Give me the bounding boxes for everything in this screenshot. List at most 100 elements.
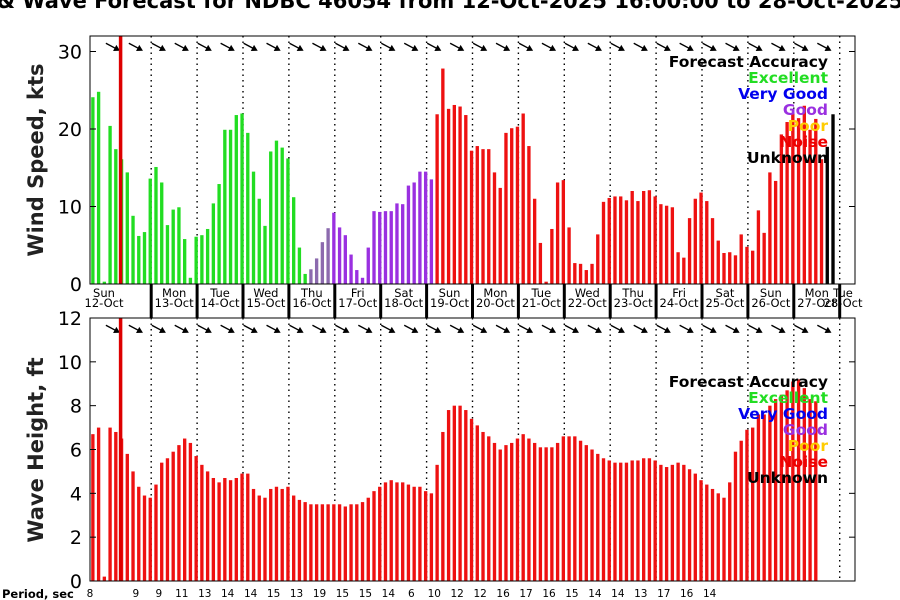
date-label-26-Oct: 26-Oct bbox=[751, 296, 790, 310]
arrow-head-icon bbox=[549, 326, 557, 334]
wind-direction-arrow bbox=[243, 42, 258, 52]
legend-item-very-good: Very Good bbox=[738, 405, 828, 423]
arrow-head-icon bbox=[526, 44, 534, 52]
wave-bar bbox=[337, 504, 342, 581]
wave-direction-arrow bbox=[748, 324, 763, 334]
wind-bar bbox=[544, 281, 548, 284]
wind-bar bbox=[211, 203, 216, 284]
wave-bar bbox=[567, 436, 571, 581]
wave-bar bbox=[389, 480, 393, 581]
wave-bar bbox=[458, 405, 462, 581]
wave-direction-arrow bbox=[105, 324, 121, 334]
wave-bar bbox=[360, 502, 365, 581]
wave-direction-arrow bbox=[449, 324, 465, 334]
wave-bar bbox=[756, 414, 761, 581]
wave-direction-arrow bbox=[495, 324, 511, 334]
wind-bar bbox=[825, 146, 829, 284]
wind-direction-arrow bbox=[220, 42, 235, 52]
wave-direction-arrow bbox=[220, 324, 235, 334]
wave-direction-arrow bbox=[679, 324, 694, 334]
wind-y-label: Wind Speed, kts bbox=[24, 63, 48, 256]
legend-item-noise: Noise bbox=[779, 133, 828, 151]
arrow-head-icon bbox=[732, 44, 740, 52]
day-label-12-Oct: Sun bbox=[93, 286, 115, 300]
wind-bar bbox=[636, 201, 640, 284]
wind-bar bbox=[659, 204, 663, 284]
wind-bar bbox=[200, 235, 204, 284]
wind-bar bbox=[578, 263, 583, 284]
date-label-22-Oct: 22-Oct bbox=[568, 296, 607, 310]
wave-bar bbox=[659, 464, 663, 581]
wind-direction-arrow bbox=[197, 42, 212, 52]
wave-bar bbox=[642, 458, 646, 581]
arrow-head-icon bbox=[503, 326, 511, 334]
wind-bar bbox=[504, 132, 508, 284]
wind-bar bbox=[475, 146, 479, 284]
wind-bar bbox=[699, 192, 703, 284]
day-label-26-Oct: Sun bbox=[760, 286, 782, 300]
period-value: 8 bbox=[87, 588, 94, 600]
wind-direction-arrow bbox=[817, 42, 832, 52]
wave-direction-arrow bbox=[380, 324, 396, 334]
arrow-head-icon bbox=[388, 44, 396, 52]
wind-bar bbox=[423, 171, 428, 284]
wind-bar bbox=[567, 227, 571, 284]
arrow-head-icon bbox=[250, 326, 258, 334]
wave-direction-arrow bbox=[771, 324, 786, 334]
period-value: 17 bbox=[657, 588, 670, 600]
wind-bar bbox=[280, 147, 284, 284]
wave-direction-arrow bbox=[174, 324, 189, 334]
wind-direction-arrow bbox=[702, 42, 717, 52]
wave-bar bbox=[544, 447, 548, 581]
wind-bar bbox=[355, 270, 359, 284]
wind-direction-arrow bbox=[151, 42, 166, 52]
date-label-18-Oct: 18-Oct bbox=[384, 296, 423, 310]
arrow-head-icon bbox=[227, 44, 235, 52]
wave-bar bbox=[504, 445, 508, 581]
arrow-head-icon bbox=[824, 44, 832, 52]
wave-ytick-label: 4 bbox=[70, 483, 82, 505]
wave-bar bbox=[234, 477, 238, 581]
wave-ytick-label: 2 bbox=[70, 527, 82, 549]
wave-bar bbox=[521, 434, 525, 581]
wind-bar bbox=[527, 146, 531, 284]
period-value: 14 bbox=[244, 588, 258, 600]
arrow-head-icon bbox=[732, 326, 740, 334]
wind-direction-arrow bbox=[656, 42, 671, 52]
wave-direction-arrow bbox=[358, 324, 373, 334]
wind-direction-arrow bbox=[380, 42, 396, 52]
wind-bar bbox=[292, 197, 296, 284]
wave-bar bbox=[653, 460, 657, 581]
wind-bar bbox=[492, 172, 497, 284]
wind-bar bbox=[274, 140, 279, 284]
wave-direction-arrow bbox=[610, 324, 625, 334]
arrow-head-icon bbox=[572, 326, 580, 334]
wave-bar bbox=[183, 438, 187, 581]
wave-bar bbox=[246, 473, 250, 581]
wave-bar bbox=[561, 436, 566, 581]
wind-direction-arrow bbox=[312, 42, 327, 52]
arrow-head-icon bbox=[411, 44, 419, 52]
wave-ytick-label: 12 bbox=[58, 308, 82, 330]
date-label-17-Oct: 17-Oct bbox=[338, 296, 377, 310]
wave-direction-arrow bbox=[518, 324, 534, 334]
wave-bar bbox=[532, 442, 537, 581]
wave-bar bbox=[418, 486, 422, 581]
wave-direction-arrow bbox=[197, 324, 212, 334]
wave-bar bbox=[257, 495, 261, 581]
wave-bar bbox=[274, 486, 279, 581]
wave-bar bbox=[217, 482, 221, 581]
arrow-head-icon bbox=[319, 44, 327, 52]
wave-bar bbox=[108, 427, 112, 581]
wind-bar bbox=[819, 159, 824, 284]
wind-bar bbox=[114, 149, 118, 284]
wind-bar bbox=[286, 158, 290, 284]
wave-bar bbox=[309, 504, 313, 581]
wave-bar bbox=[573, 436, 577, 581]
wave-bar bbox=[607, 460, 611, 581]
wind-direction-arrow bbox=[633, 42, 648, 52]
wind-bar bbox=[532, 198, 537, 284]
legend-item-excellent: Excellent bbox=[748, 389, 828, 407]
period-value: 16 bbox=[542, 588, 556, 600]
